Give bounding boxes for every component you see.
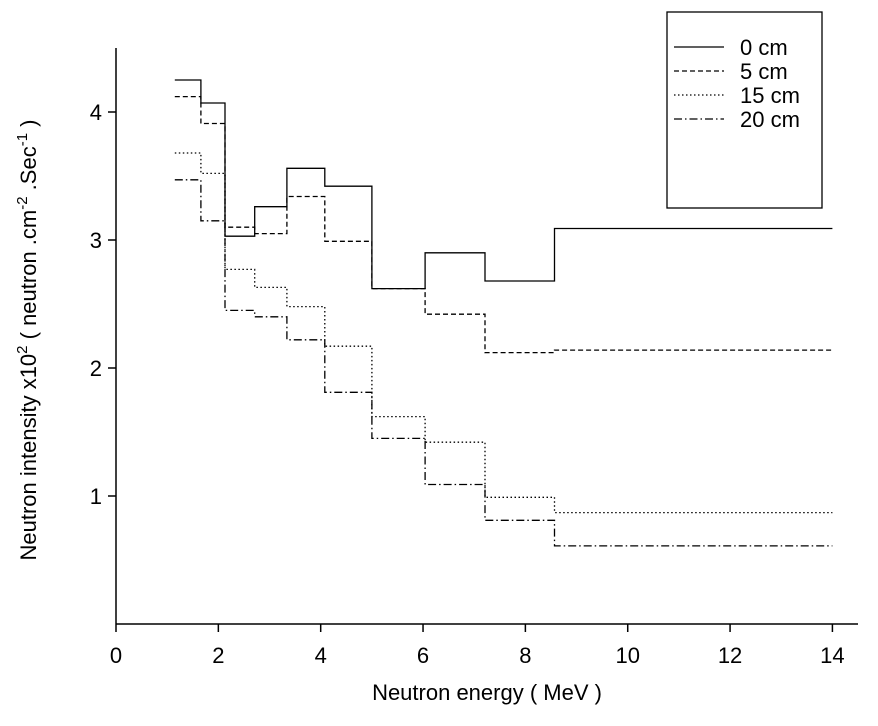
label-part: Neutron intensity x10 [16, 354, 41, 561]
x-tick-label: 2 [212, 643, 224, 668]
label-part: ) [16, 119, 41, 132]
series-line [174, 152, 833, 514]
legend-label: 15 cm [740, 83, 800, 108]
label-part: ( neutron .cm [16, 210, 41, 346]
superscript: 2 [14, 345, 31, 353]
series-line [174, 95, 833, 354]
y-tick-label: 4 [90, 100, 102, 125]
x-tick-label: 14 [820, 643, 844, 668]
legend-box [666, 11, 823, 209]
x-tick-label: 0 [110, 643, 122, 668]
x-tick-label: 12 [718, 643, 742, 668]
series-line [174, 79, 833, 290]
x-tick-label: 6 [417, 643, 429, 668]
x-tick-label: 8 [519, 643, 531, 668]
series-line [174, 179, 833, 547]
y-axis-label: Neutron intensity x102 ( neutron .cm-2 .… [14, 119, 41, 560]
x-tick-label: 4 [315, 643, 327, 668]
y-tick-label: 1 [90, 484, 102, 509]
legend-label: 5 cm [740, 59, 788, 84]
superscript: -1 [14, 133, 31, 146]
x-tick-label: 10 [615, 643, 639, 668]
legend-label: 0 cm [740, 35, 788, 60]
y-tick-label: 3 [90, 228, 102, 253]
y-tick-label: 2 [90, 356, 102, 381]
x-axis-label: Neutron energy ( MeV ) [372, 680, 602, 705]
label-part: .Sec [16, 146, 41, 196]
legend-label: 20 cm [740, 107, 800, 132]
superscript: -2 [14, 196, 31, 209]
